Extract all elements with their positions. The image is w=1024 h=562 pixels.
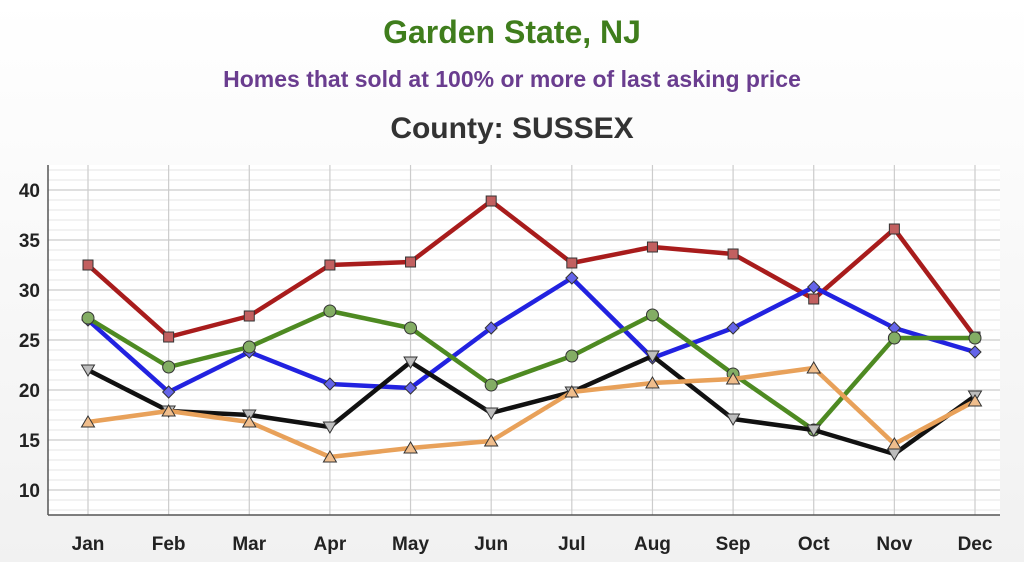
data-point <box>324 259 336 271</box>
data-point <box>323 304 337 318</box>
data-point <box>80 364 96 377</box>
data-point <box>968 345 982 359</box>
chart-title: Garden State, NJ <box>383 14 641 50</box>
y-tick-label: 35 <box>19 231 41 252</box>
data-point <box>163 331 175 343</box>
tick-labels: 10 15 20 25 30 35 40 Jan Feb Mar Apr May Jun Jul Aug Se… <box>19 181 993 555</box>
data-point <box>565 349 579 363</box>
series-line <box>87 365 977 460</box>
y-tick-label: 10 <box>19 481 40 502</box>
series-group <box>80 195 983 463</box>
data-point <box>806 424 822 437</box>
x-tick-label: Mar <box>232 534 266 555</box>
series-5 <box>80 361 983 463</box>
data-point <box>161 385 176 399</box>
axes <box>47 165 1000 516</box>
data-point <box>646 241 658 253</box>
x-tick-label: May <box>392 534 429 555</box>
data-point <box>645 350 660 363</box>
y-tick-label: 15 <box>19 431 41 452</box>
data-point <box>726 321 740 335</box>
data-point <box>323 377 337 391</box>
x-tick-label: Dec <box>958 534 993 555</box>
data-point <box>483 434 499 447</box>
series-line <box>86 198 977 340</box>
data-point <box>322 421 338 434</box>
data-point <box>484 321 498 335</box>
x-tick-label: Nov <box>876 534 912 555</box>
series-line <box>86 353 977 457</box>
data-point <box>806 361 822 374</box>
data-point <box>243 310 255 322</box>
x-tick-label: Oct <box>798 534 830 555</box>
y-tick-label: 40 <box>19 181 40 202</box>
data-point <box>888 223 900 235</box>
chart-subtitle: Homes that sold at 100% or more of last … <box>223 66 801 92</box>
x-tick-label: Feb <box>152 534 186 555</box>
data-point <box>725 372 741 385</box>
data-point <box>564 385 580 398</box>
x-tick-label: Apr <box>314 534 347 555</box>
data-point <box>405 256 417 268</box>
data-point <box>485 195 497 207</box>
data-point <box>484 378 498 392</box>
data-point <box>242 340 256 354</box>
data-point <box>645 308 659 322</box>
y-tick-label: 25 <box>19 331 41 352</box>
data-point <box>162 360 176 374</box>
grid <box>48 165 1000 515</box>
data-point <box>887 331 901 345</box>
data-point <box>403 441 418 454</box>
x-tick-label: Aug <box>634 534 671 555</box>
data-point <box>808 293 820 305</box>
data-point <box>161 404 177 417</box>
y-tick-label: 20 <box>19 381 40 402</box>
x-tick-label: Jun <box>474 534 508 555</box>
data-point <box>322 450 338 463</box>
data-point <box>565 271 579 285</box>
data-point <box>967 394 983 407</box>
data-point <box>403 356 418 369</box>
x-tick-label: Jan <box>72 534 105 555</box>
county-label: County: SUSSEX <box>390 112 634 145</box>
x-tick-label: Jul <box>558 534 585 555</box>
data-point <box>82 259 94 271</box>
data-point <box>725 413 741 426</box>
y-tick-label: 30 <box>19 281 40 302</box>
data-point <box>886 437 902 450</box>
data-point <box>968 331 982 345</box>
data-point <box>807 280 821 294</box>
data-point <box>566 257 578 269</box>
series-line <box>86 308 975 433</box>
data-point <box>483 407 499 420</box>
series-line <box>86 275 976 395</box>
data-point <box>403 381 418 395</box>
data-point <box>81 311 95 325</box>
data-point <box>80 415 96 428</box>
data-point <box>727 248 739 260</box>
x-tick-label: Sep <box>716 534 751 555</box>
data-point <box>404 321 418 335</box>
data-point <box>645 376 660 389</box>
data-point <box>241 415 257 428</box>
